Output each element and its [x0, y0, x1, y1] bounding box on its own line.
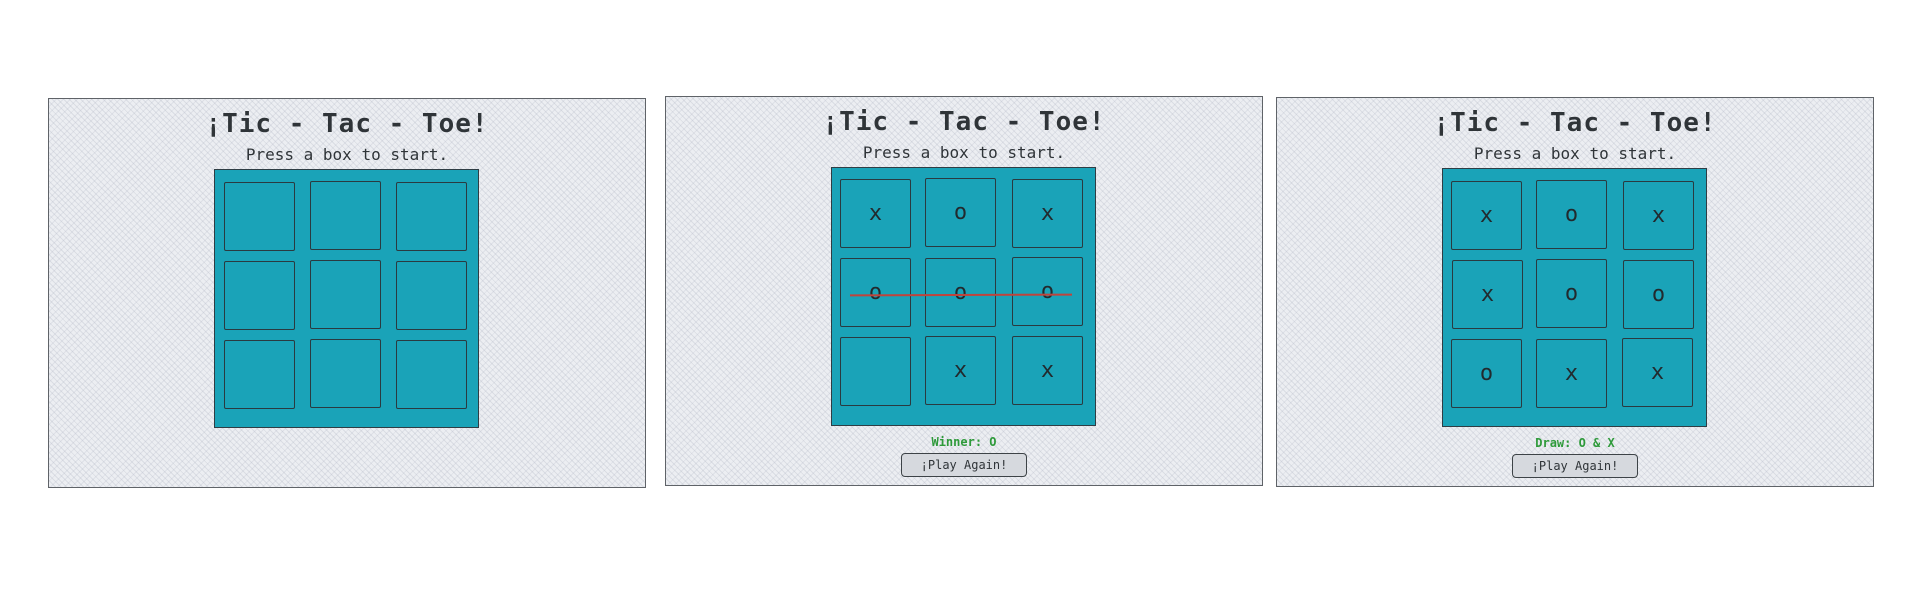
game-instructions: Press a box to start.: [245, 145, 449, 164]
board-cell-3[interactable]: x: [1623, 181, 1694, 250]
board-cell-5[interactable]: [310, 260, 381, 329]
board-cell-4[interactable]: [224, 261, 295, 330]
game-instructions: Press a box to start.: [862, 143, 1066, 162]
board-cell-1[interactable]: [224, 182, 295, 251]
game-panel-start: ¡Tic - Tac - Toe! Press a box to start.: [48, 98, 646, 488]
board-cell-8[interactable]: [310, 339, 381, 408]
draw-status: Draw: O & X: [1535, 436, 1615, 450]
game-instructions: Press a box to start.: [1473, 144, 1677, 163]
board-cell-4[interactable]: x: [1452, 260, 1523, 329]
game-board: [214, 169, 479, 428]
game-panel-draw: ¡Tic - Tac - Toe! Press a box to start. …: [1276, 97, 1874, 487]
board-cell-8[interactable]: x: [925, 336, 996, 405]
game-title: ¡Tic - Tac - Toe!: [1433, 108, 1717, 138]
game-board: x o x x o o o x x: [1442, 168, 1707, 427]
board-cell-9[interactable]: [396, 340, 467, 409]
board-cell-6[interactable]: o: [1623, 260, 1694, 329]
play-again-button[interactable]: ¡Play Again!: [1512, 454, 1638, 478]
board-cell-5[interactable]: o: [925, 258, 996, 327]
winner-status: Winner: O: [931, 435, 997, 449]
game-panel-winner: ¡Tic - Tac - Toe! Press a box to start. …: [665, 96, 1263, 486]
play-again-button[interactable]: ¡Play Again!: [901, 453, 1027, 477]
board-cell-9[interactable]: x: [1622, 338, 1693, 407]
board-cell-3[interactable]: x: [1012, 179, 1083, 248]
board-cell-3[interactable]: [396, 182, 467, 251]
board-cell-2[interactable]: o: [925, 178, 996, 247]
board-cell-6[interactable]: o: [1012, 257, 1083, 326]
board-cell-6[interactable]: [396, 261, 467, 330]
board-cell-7[interactable]: [224, 340, 295, 409]
board-cell-7[interactable]: o: [1451, 339, 1522, 408]
board-cell-1[interactable]: x: [1451, 181, 1522, 250]
game-title: ¡Tic - Tac - Toe!: [205, 109, 489, 139]
board-cell-2[interactable]: o: [1536, 180, 1607, 249]
board-cell-8[interactable]: x: [1536, 339, 1607, 408]
board-cell-1[interactable]: x: [840, 179, 911, 248]
game-title: ¡Tic - Tac - Toe!: [822, 107, 1106, 137]
game-board: x o x o o o x x: [831, 167, 1096, 426]
board-cell-9[interactable]: x: [1012, 336, 1083, 405]
board-cell-2[interactable]: [310, 181, 381, 250]
board-cell-7[interactable]: [840, 337, 911, 406]
board-cell-4[interactable]: o: [840, 258, 911, 327]
board-cell-5[interactable]: o: [1536, 259, 1607, 328]
